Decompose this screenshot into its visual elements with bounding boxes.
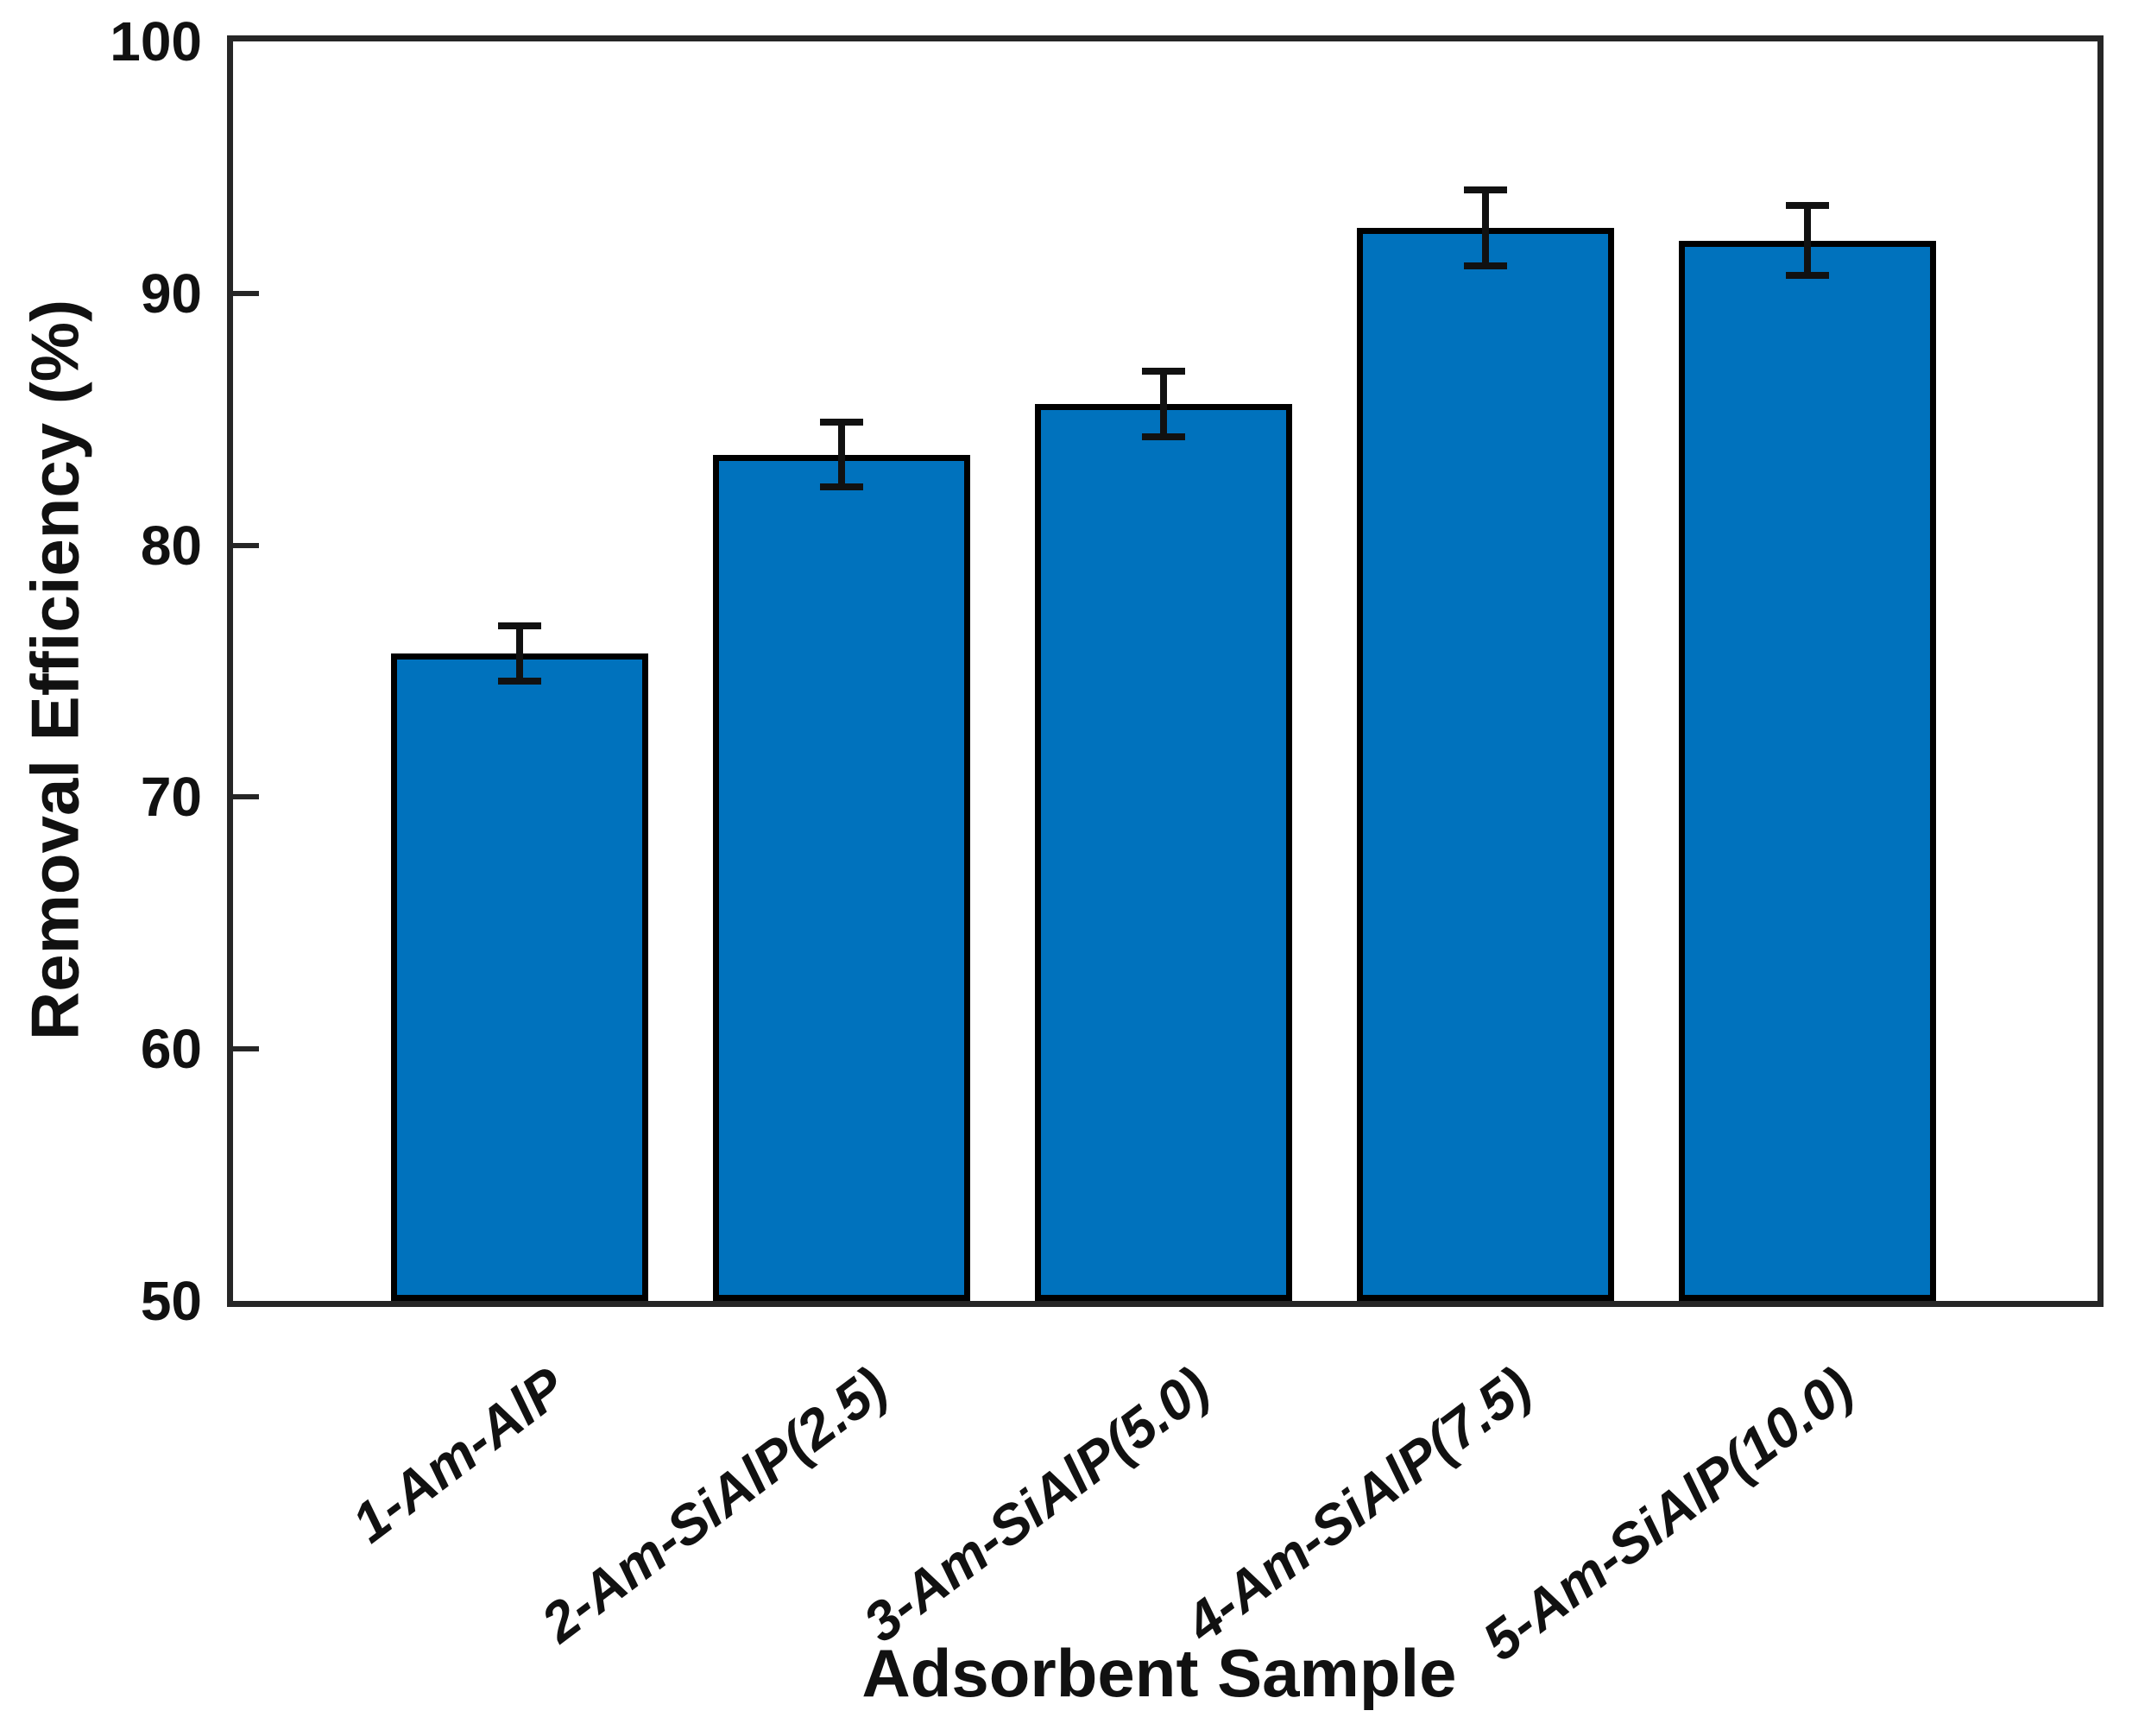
error-bar-cap-bottom [1142, 433, 1186, 441]
y-axis-title: Removal Efficiency (%) [16, 299, 93, 1041]
bar-5 [1679, 240, 1937, 1301]
error-bar-cap-top [1142, 368, 1186, 376]
bar-3 [1034, 404, 1293, 1301]
error-bar-cap-bottom [820, 483, 864, 491]
y-tick-label: 90 [140, 262, 202, 325]
x-tick-label: 2-Am-SiAlP(2.5) [530, 1354, 899, 1655]
error-bar-cap-top [1464, 186, 1508, 194]
error-bar-cap-bottom [1464, 262, 1508, 269]
y-tick-label: 60 [140, 1018, 202, 1081]
y-axis-tick [233, 794, 259, 800]
x-axis-title: Adsorbent Sample [861, 1635, 1457, 1711]
bar-2 [712, 454, 971, 1301]
y-axis-tick [233, 542, 259, 548]
x-tick-label: 3-Am-SiAlP(5.0) [852, 1354, 1221, 1655]
y-tick-label: 70 [140, 766, 202, 829]
y-tick-label: 50 [140, 1270, 202, 1332]
error-bar-line [516, 625, 524, 682]
y-tick-label: 80 [140, 514, 202, 577]
plot-inner [233, 41, 2097, 1301]
bar-4 [1356, 227, 1615, 1301]
bar-1 [390, 653, 649, 1301]
y-axis-tick [233, 1046, 259, 1052]
plot-area [227, 35, 2104, 1307]
error-bar-line [1482, 190, 1490, 266]
error-bar-cap-top [820, 418, 864, 426]
error-bar-cap-top [498, 622, 542, 629]
error-bar-cap-bottom [1786, 272, 1830, 280]
x-tick-label: 1-Am-AlP [340, 1354, 577, 1555]
error-bar-line [838, 421, 846, 488]
y-tick-label: 100 [110, 10, 202, 73]
error-bar-cap-bottom [498, 678, 542, 685]
y-axis-tick [233, 290, 259, 296]
error-bar-cap-top [1786, 201, 1830, 209]
error-bar-line [1160, 371, 1168, 438]
error-bar-line [1804, 205, 1812, 276]
